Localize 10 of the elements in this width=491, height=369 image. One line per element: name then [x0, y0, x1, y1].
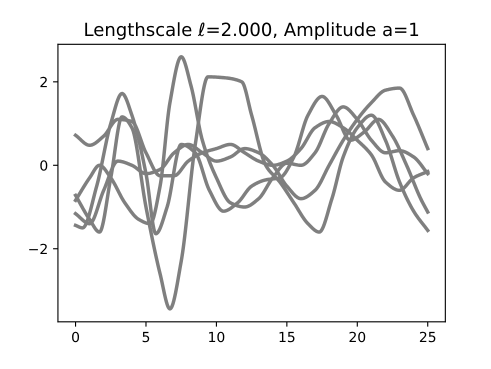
x-tick-label: 10 — [209, 332, 224, 342]
y-tick-label: 2 — [40, 76, 47, 88]
chart-title: Lengthscale ℓ=2.000, Amplitude a=1 — [85, 22, 418, 40]
x-tick-label: 15 — [280, 332, 294, 342]
x-tick-label: 0 — [72, 332, 80, 342]
x-tick-label: 5 — [142, 332, 150, 342]
x-tick-label: 20 — [349, 332, 366, 342]
y-tick-label: 0 — [40, 160, 48, 171]
x-tick-label: 25 — [420, 332, 436, 342]
y-tick-label: −2 — [29, 244, 47, 254]
